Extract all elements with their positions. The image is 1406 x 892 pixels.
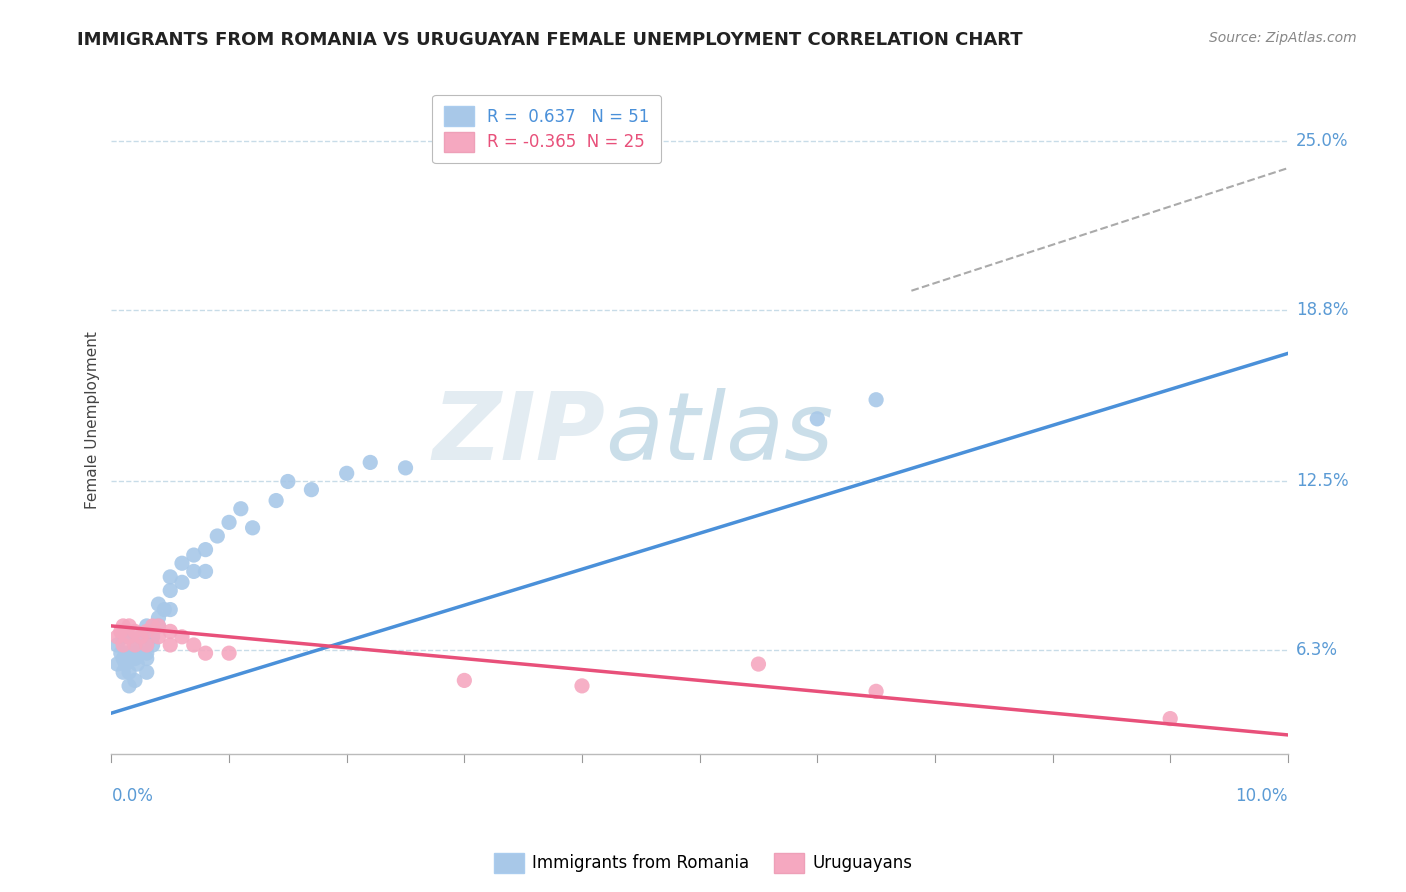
Point (571, 679, 593, 693)
Point (124, 638, 146, 652)
Point (148, 619, 170, 633)
Legend: Immigrants from Romania, Uruguayans: Immigrants from Romania, Uruguayans (486, 847, 920, 880)
Point (112, 638, 135, 652)
Point (183, 638, 205, 652)
Point (142, 630, 165, 644)
Text: 10.0%: 10.0% (1236, 787, 1288, 805)
Point (153, 602, 176, 616)
Point (105, 638, 128, 652)
Point (159, 583, 181, 598)
Point (105, 657, 128, 671)
Point (747, 657, 769, 671)
Text: ZIP: ZIP (433, 387, 606, 480)
Point (865, 684, 887, 698)
Point (394, 461, 416, 475)
Point (124, 673, 146, 688)
Point (135, 665, 157, 680)
Point (110, 624, 132, 639)
Point (170, 630, 193, 644)
Point (359, 455, 381, 469)
Point (142, 638, 165, 652)
Legend: R =  0.637   N = 51, R = -0.365  N = 25: R = 0.637 N = 51, R = -0.365 N = 25 (432, 95, 661, 163)
Text: Source: ZipAtlas.com: Source: ZipAtlas.com (1209, 31, 1357, 45)
Point (148, 619, 170, 633)
Point (148, 630, 170, 644)
Point (142, 619, 165, 633)
Point (129, 630, 152, 644)
Point (1159, 712, 1181, 726)
Point (336, 467, 359, 481)
Point (183, 565, 205, 579)
Point (118, 630, 141, 644)
Point (135, 624, 157, 639)
Point (299, 483, 322, 497)
Point (124, 624, 146, 639)
Point (112, 665, 135, 680)
Point (135, 619, 157, 633)
Point (110, 646, 132, 660)
Point (124, 651, 146, 665)
Text: 25.0%: 25.0% (1296, 132, 1348, 150)
Point (159, 602, 181, 616)
Point (183, 548, 205, 562)
Point (277, 475, 299, 489)
Point (242, 521, 264, 535)
Point (124, 646, 146, 660)
Point (148, 597, 170, 611)
Point (159, 570, 181, 584)
Text: 6.3%: 6.3% (1296, 641, 1339, 659)
Point (112, 651, 135, 665)
Point (112, 619, 135, 633)
Point (453, 673, 475, 688)
Point (124, 638, 146, 652)
Point (806, 412, 828, 426)
Y-axis label: Female Unemployment: Female Unemployment (86, 331, 100, 509)
Text: atlas: atlas (606, 388, 834, 479)
Point (114, 657, 136, 671)
Point (159, 638, 181, 652)
Point (264, 493, 287, 508)
Point (170, 556, 193, 570)
Point (170, 575, 193, 590)
Point (105, 630, 128, 644)
Point (148, 611, 170, 625)
Point (118, 679, 141, 693)
Point (229, 501, 252, 516)
Text: IMMIGRANTS FROM ROMANIA VS URUGUAYAN FEMALE UNEMPLOYMENT CORRELATION CHART: IMMIGRANTS FROM ROMANIA VS URUGUAYAN FEM… (77, 31, 1024, 49)
Point (135, 638, 157, 652)
Point (865, 392, 887, 407)
Point (118, 665, 141, 680)
Point (218, 646, 240, 660)
Point (135, 651, 157, 665)
Point (194, 646, 217, 660)
Point (118, 630, 141, 644)
Point (194, 565, 217, 579)
Point (129, 630, 152, 644)
Point (114, 646, 136, 660)
Point (129, 646, 152, 660)
Point (194, 542, 217, 557)
Point (112, 630, 135, 644)
Point (118, 619, 141, 633)
Text: 0.0%: 0.0% (111, 787, 153, 805)
Point (159, 624, 181, 639)
Point (121, 651, 143, 665)
Text: 12.5%: 12.5% (1296, 473, 1348, 491)
Point (135, 646, 157, 660)
Point (218, 516, 240, 530)
Point (135, 638, 157, 652)
Point (207, 529, 229, 543)
Point (127, 657, 149, 671)
Text: 18.8%: 18.8% (1296, 301, 1348, 318)
